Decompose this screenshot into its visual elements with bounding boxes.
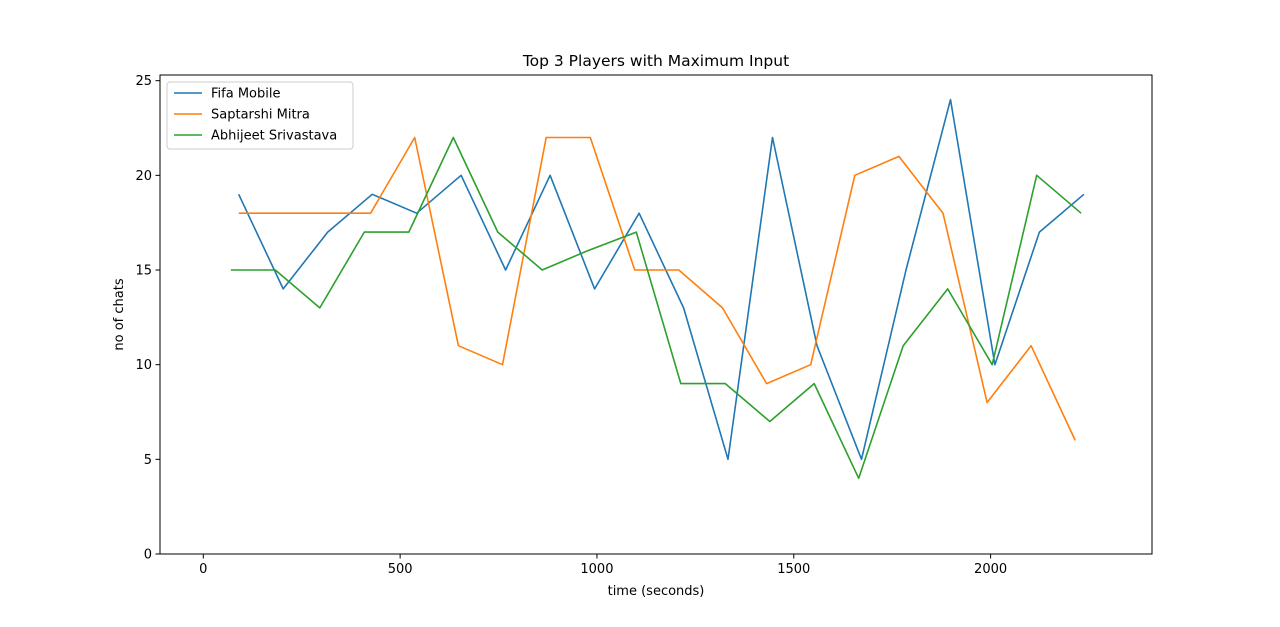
x-tick-label-4: 2000 (974, 562, 1007, 577)
series-line-1 (238, 136, 1076, 441)
y-tick-label-1: 5 (144, 453, 152, 468)
y-axis-ticks: 0 5 10 15 20 25 (135, 74, 160, 563)
y-tick-label-3: 15 (135, 264, 152, 279)
series-line-0 (237, 98, 1085, 461)
y-tick-label-5: 25 (135, 74, 152, 89)
x-tick-label-3: 1500 (777, 562, 810, 577)
chart-title: Top 3 Players with Maximum Input (522, 52, 789, 70)
legend-items: Fifa Mobile Saptarshi Mitra Abhijeet Sriva… (174, 87, 337, 144)
y-tick-label-0: 0 (144, 548, 152, 563)
series-layer (230, 98, 1085, 480)
legend-label-0: Fifa Mobile (211, 87, 280, 102)
y-axis-label: no of chats (112, 278, 127, 350)
plot-frame (159, 74, 1153, 555)
legend-label-2: Abhijeet Srivastava (211, 129, 337, 144)
legend: Fifa Mobile Saptarshi Mitra Abhijeet Sriva… (166, 81, 354, 150)
y-tick-label-4: 20 (135, 169, 152, 184)
x-tick-label-0: 0 (199, 562, 207, 577)
x-tick-label-2: 1000 (580, 562, 613, 577)
legend-label-1: Saptarshi Mitra (211, 108, 310, 123)
legend-box (166, 81, 354, 150)
x-axis-label: time (seconds) (608, 584, 705, 599)
x-tick-label-1: 500 (388, 562, 413, 577)
series-line-2 (230, 136, 1082, 480)
y-tick-label-2: 10 (135, 358, 152, 373)
x-axis-ticks: 0 500 1000 1500 2000 (199, 554, 1007, 577)
